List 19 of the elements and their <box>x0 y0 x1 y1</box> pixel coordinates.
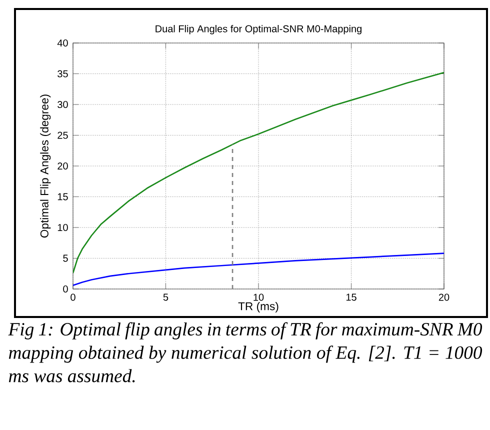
line-series <box>73 72 444 274</box>
x-tick-label: 10 <box>254 294 264 301</box>
y-axis-title: Optimal Flip Angles (degree) <box>40 94 51 238</box>
y-tick-label: 40 <box>57 39 68 47</box>
y-tick-label: 25 <box>58 132 68 139</box>
x-axis-title: TR (ms) <box>238 302 278 312</box>
y-tick-label: 10 <box>58 224 68 232</box>
x-tick-label: 15 <box>346 294 356 301</box>
x-tick-label: 5 <box>163 294 168 301</box>
x-tick-label: 0 <box>70 294 76 301</box>
y-tick-label: 15 <box>58 193 68 200</box>
y-tick-label: 5 <box>63 254 68 262</box>
y-tick-label: 35 <box>58 70 68 78</box>
caption: Fig 1: Optimal flip angles in terms of TR for maximum-SNR M0 mapping obtained by numerical solution of Eq. [2]. T1 = 1000 ms was assumed. <box>8 322 482 382</box>
y-tick-label: 0 <box>63 285 68 293</box>
y-tick-label: 30 <box>58 100 68 108</box>
y-tick-label: 20 <box>58 162 68 170</box>
chart-title: Dual Flip Angles for Optimal-SNR M0-Mapping <box>156 24 362 34</box>
x-tick-label: 20 <box>438 294 450 301</box>
